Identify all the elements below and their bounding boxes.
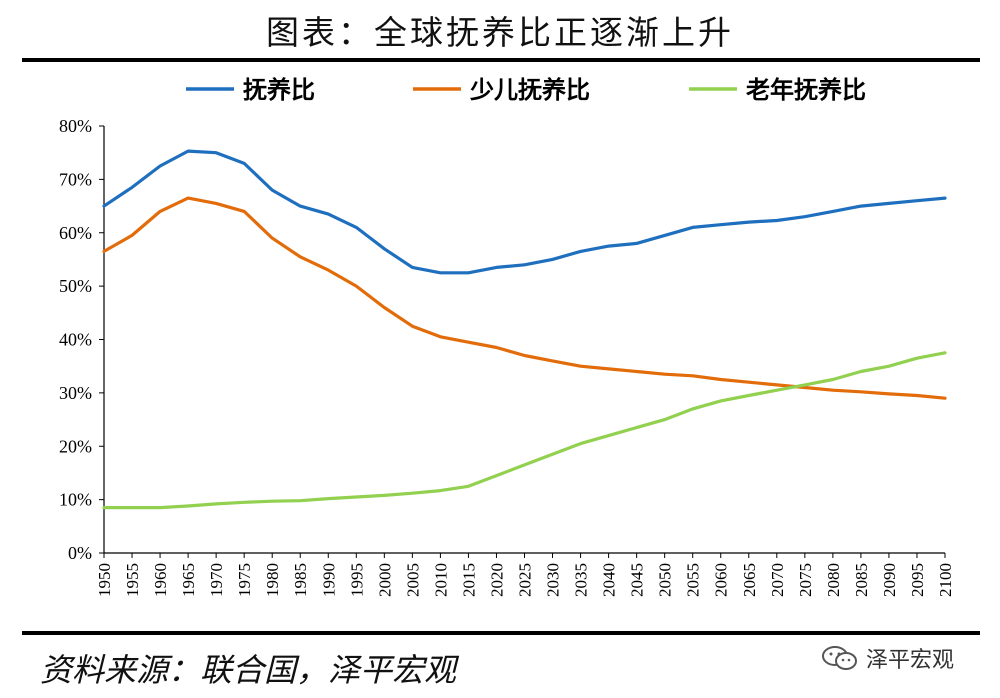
x-tick-label: 2060 [712,563,731,597]
watermark: 泽平宏观 [820,642,954,674]
top-divider [22,58,980,62]
x-tick-label: 2090 [880,563,899,597]
x-tick-label: 2040 [600,563,619,597]
y-tick-label: 20% [59,436,92,456]
x-tick-label: 2070 [768,563,787,597]
line-chart: 抚养比 少儿抚养比 老年抚养比 0% 10% 20% 30% 40% 50% 60% 70% 80%… [59,76,955,597]
chart-title: 图表：全球抚养比正逐渐上升 [266,13,734,52]
x-tick-label: 1990 [319,563,338,597]
x-tick-label: 2030 [544,563,563,597]
x-tick-label: 1960 [151,563,170,597]
series-line-2 [102,351,947,510]
x-tick-label: 1950 [95,563,114,597]
series-line-1 [102,196,947,400]
x-tick-label: 1955 [123,563,142,597]
x-tick-label: 1965 [179,563,198,597]
x-tick-label: 2065 [740,563,759,597]
x-tick-label: 1995 [347,563,366,597]
series-lines [102,149,947,510]
x-tick-label: 2025 [516,563,535,597]
y-tick-label: 10% [59,490,92,510]
x-tick-label: 2055 [684,563,703,597]
y-tick-label: 30% [59,383,92,403]
series-line-0 [102,149,947,275]
source-note: 资料来源：联合国，泽平宏观 [40,651,457,689]
x-tick-label: 2005 [403,563,422,597]
x-tick-label: 2020 [487,563,506,597]
x-tick-label: 1970 [207,563,226,597]
x-tick-label: 1975 [235,563,254,597]
y-tick-label: 80% [59,116,92,136]
x-tick-label: 2000 [375,563,394,597]
x-tick-label: 2010 [431,563,450,597]
x-tick-label: 2100 [936,563,955,597]
y-tick-label: 60% [59,223,92,243]
x-tick-label: 2075 [796,563,815,597]
x-tick-label: 2050 [656,563,675,597]
y-tick-label: 50% [59,276,92,296]
watermark-text: 泽平宏观 [866,648,955,673]
axes: 0% 10% 20% 30% 40% 50% 60% 70% 80% 1950 1955 1960 19… [59,116,955,597]
x-tick-label: 2080 [824,563,843,597]
x-tick-label: 2045 [628,563,647,597]
y-tick-label: 0% [68,543,92,563]
bottom-divider [22,631,980,635]
legend: 抚养比 少儿抚养比 老年抚养比 [186,76,866,104]
legend-label-1: 少儿抚养比 [469,76,590,104]
x-tick-label: 2035 [572,563,591,597]
legend-label-2: 老年抚养比 [746,76,866,104]
x-tick-label: 2095 [908,563,927,597]
x-tick-label: 1985 [291,563,310,597]
y-tick-label: 70% [59,169,92,189]
x-tick-label: 2015 [459,563,478,597]
x-tick-label: 1980 [263,563,282,597]
wechat-icon [822,646,857,670]
x-tick-label: 2085 [852,563,871,597]
y-tick-label: 40% [59,330,92,350]
legend-label-0: 抚养比 [243,76,315,104]
